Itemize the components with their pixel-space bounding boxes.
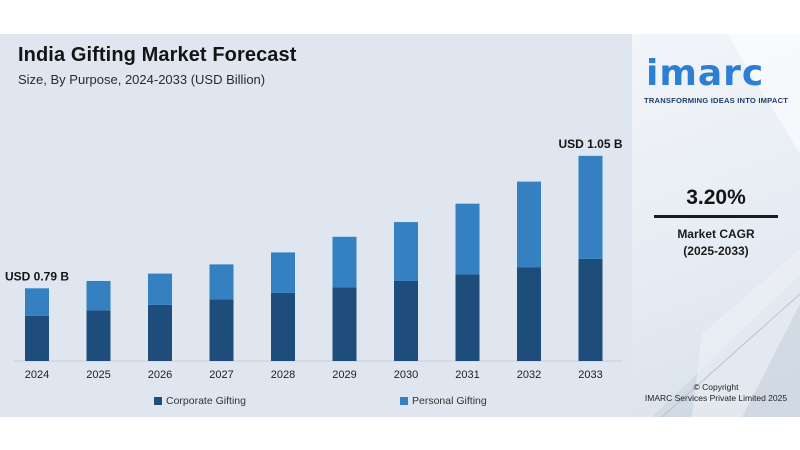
copyright-line1: © Copyright: [693, 382, 739, 392]
bar-personal-2027: [209, 264, 234, 300]
bar-personal-2033: [578, 155, 603, 259]
bar-corporate-2025: [86, 310, 111, 361]
bar-corporate-2024: [25, 315, 49, 361]
infographic-frame: 2024 2025 2026 2027 2028 2029 2030 2031 2032 2033…: [0, 34, 800, 417]
cagr-value: 3.20%: [686, 186, 746, 209]
data-label-2033: USD 1.05 B: [558, 137, 622, 151]
bar-personal-2031: [455, 203, 480, 275]
legend-label-corporate: Corporate Gifting: [166, 395, 246, 407]
x-tick-label-2029: 2029: [332, 369, 356, 381]
x-tick-label-2031: 2031: [455, 369, 479, 381]
legend-swatch-personal: [400, 397, 408, 405]
x-tick-label-2026: 2026: [148, 369, 172, 381]
chart-legend: Corporate Gifting Personal Gifting: [0, 395, 632, 411]
bar-corporate-2027: [209, 299, 234, 361]
cagr-divider: [654, 215, 778, 218]
cagr-label-line2: (2025-2033): [683, 244, 749, 258]
bar-personal-2030: [394, 222, 418, 281]
bar-corporate-2033: [578, 258, 603, 361]
bar-personal-2028: [271, 252, 295, 293]
x-tick-label-2027: 2027: [209, 369, 233, 381]
x-tick-label-2025: 2025: [86, 369, 110, 381]
decor-shape-mid: [692, 249, 800, 417]
decor-line: [661, 293, 800, 417]
bar-personal-2032: [517, 181, 541, 268]
cagr-label: Market CAGR (2025-2033): [632, 226, 800, 260]
decorative-background: [652, 34, 800, 417]
copyright-line2: IMARC Services Private Limited 2025: [644, 393, 788, 403]
brand-tagline: TRANSFORMING IDEAS INTO IMPACT: [644, 96, 789, 105]
bar-corporate-2030: [394, 280, 418, 361]
chart-subtitle: Size, By Purpose, 2024-2033 (USD Billion…: [18, 72, 266, 87]
x-tick-label-2032: 2032: [517, 369, 541, 381]
x-tick-label-2030: 2030: [394, 369, 418, 381]
data-label-2024: USD 0.79 B: [5, 269, 69, 283]
x-tick-label-2028: 2028: [271, 369, 295, 381]
copyright-notice: © Copyright IMARC Services Private Limit…: [632, 382, 800, 404]
brand-logo: imarc: [646, 53, 765, 94]
x-tick-label-2024: 2024: [25, 369, 49, 381]
legend-item-personal: Personal Gifting: [400, 395, 487, 407]
bar-personal-2026: [148, 273, 172, 305]
bar-corporate-2026: [148, 304, 172, 361]
bar-corporate-2029: [332, 287, 357, 361]
bar-personal-2029: [332, 236, 357, 288]
bar-personal-2024: [25, 288, 49, 316]
legend-item-corporate: Corporate Gifting: [154, 395, 246, 407]
bar-corporate-2031: [455, 274, 480, 361]
side-panel: imarc TRANSFORMING IDEAS INTO IMPACT 3.2…: [632, 34, 800, 417]
x-tick-label-2033: 2033: [578, 369, 602, 381]
decor-shape-top: [727, 34, 800, 154]
bar-corporate-2032: [517, 267, 541, 361]
chart-panel: 2024 2025 2026 2027 2028 2029 2030 2031 2032 2033…: [0, 34, 632, 417]
legend-swatch-corporate: [154, 397, 162, 405]
chart-title: India Gifting Market Forecast: [18, 44, 297, 66]
legend-label-personal: Personal Gifting: [412, 395, 487, 407]
cagr-label-line1: Market CAGR: [677, 227, 755, 241]
chart: 2024 2025 2026 2027 2028 2029 2030 2031 2032 2033…: [5, 137, 623, 381]
bar-personal-2025: [86, 280, 111, 311]
bar-corporate-2028: [271, 292, 295, 361]
